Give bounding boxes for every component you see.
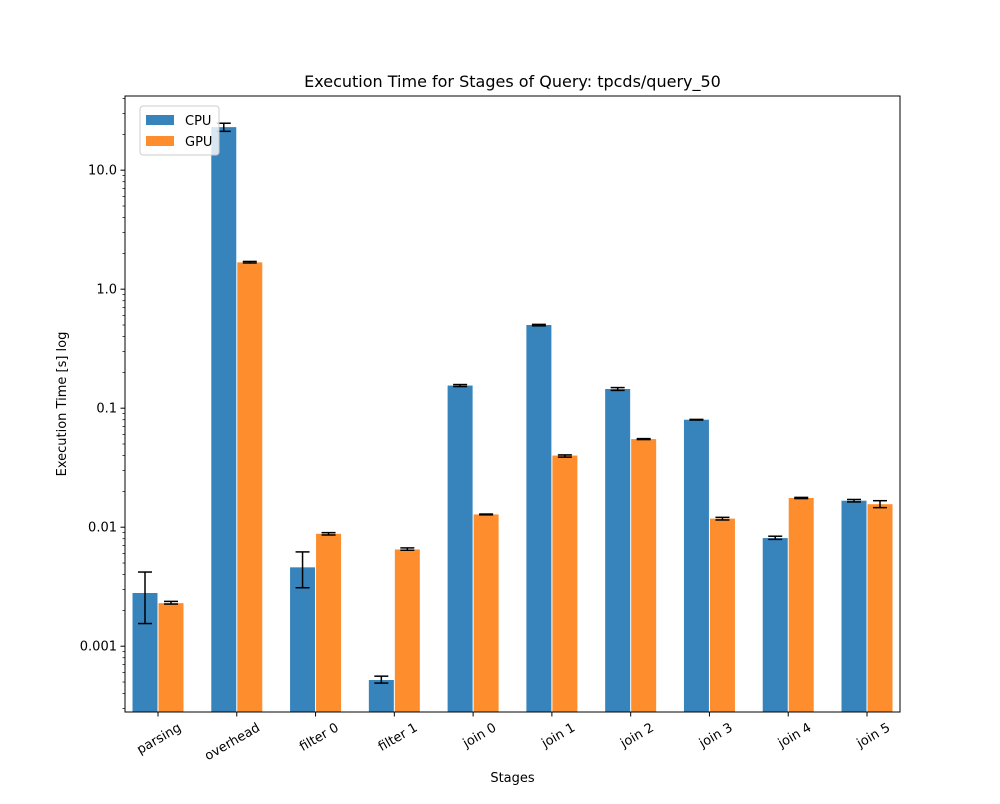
legend-label-gpu: GPU (185, 135, 212, 150)
x-tick-label: join 5 (854, 720, 893, 751)
bar-gpu-join-4 (788, 497, 814, 712)
bar-cpu-filter-0 (290, 567, 316, 712)
bar-cpu-join-2 (605, 388, 631, 712)
bar-gpu-parsing (158, 603, 184, 712)
bar-cpu-join-3 (683, 419, 709, 712)
y-tick-label: 1.0 (96, 283, 117, 298)
bar-cpu-join-5 (841, 500, 867, 712)
y-axis-label: Execution Time [s] log (55, 332, 70, 477)
bar-gpu-filter-0 (316, 533, 342, 712)
x-axis-label: Stages (490, 771, 535, 786)
bar-gpu-filter-1 (394, 549, 420, 712)
x-axis: parsing overhead filter 0 filter 1 join 0 joi… (135, 712, 893, 764)
x-tick-label: overhead (202, 720, 263, 764)
bar-cpu-filter-1 (368, 680, 394, 712)
bar-gpu-overhead (237, 262, 263, 712)
x-tick-label: join 0 (460, 720, 499, 751)
x-tick-label: join 3 (696, 720, 735, 751)
legend: CPU GPU (139, 105, 220, 156)
legend-label-cpu: CPU (185, 114, 211, 129)
plot-frame (124, 95, 901, 713)
legend-swatch-gpu (146, 136, 174, 146)
y-tick-label: 10.0 (88, 164, 117, 179)
bar-gpu-join-3 (709, 518, 735, 712)
bar-gpu-join-1 (552, 455, 578, 712)
x-tick-label: filter 0 (297, 720, 341, 754)
bar-cpu-join-1 (526, 325, 552, 712)
bar-cpu-join-0 (447, 385, 473, 712)
legend-swatch-cpu (146, 115, 174, 125)
x-tick-label: filter 1 (376, 720, 420, 754)
bar-cpu-join-4 (762, 538, 788, 712)
x-tick-label: join 4 (775, 720, 814, 751)
y-axis: 0.001 0.01 0.1 1.0 10.0 (80, 98, 125, 709)
error-bars-layer (138, 122, 887, 684)
bar-gpu-join-5 (867, 504, 893, 712)
x-tick-label: join 2 (617, 720, 656, 751)
x-tick-label: join 1 (538, 720, 577, 751)
bar-gpu-join-2 (631, 439, 657, 712)
bars-layer (132, 127, 893, 712)
y-tick-label: 0.01 (88, 521, 117, 536)
y-tick-label: 0.001 (80, 640, 117, 655)
y-tick-label: 0.1 (96, 402, 117, 417)
x-tick-label: parsing (135, 720, 184, 757)
bar-cpu-overhead (211, 127, 237, 712)
chart-title: Execution Time for Stages of Query: tpcd… (304, 72, 721, 92)
bar-gpu-join-0 (473, 514, 499, 712)
